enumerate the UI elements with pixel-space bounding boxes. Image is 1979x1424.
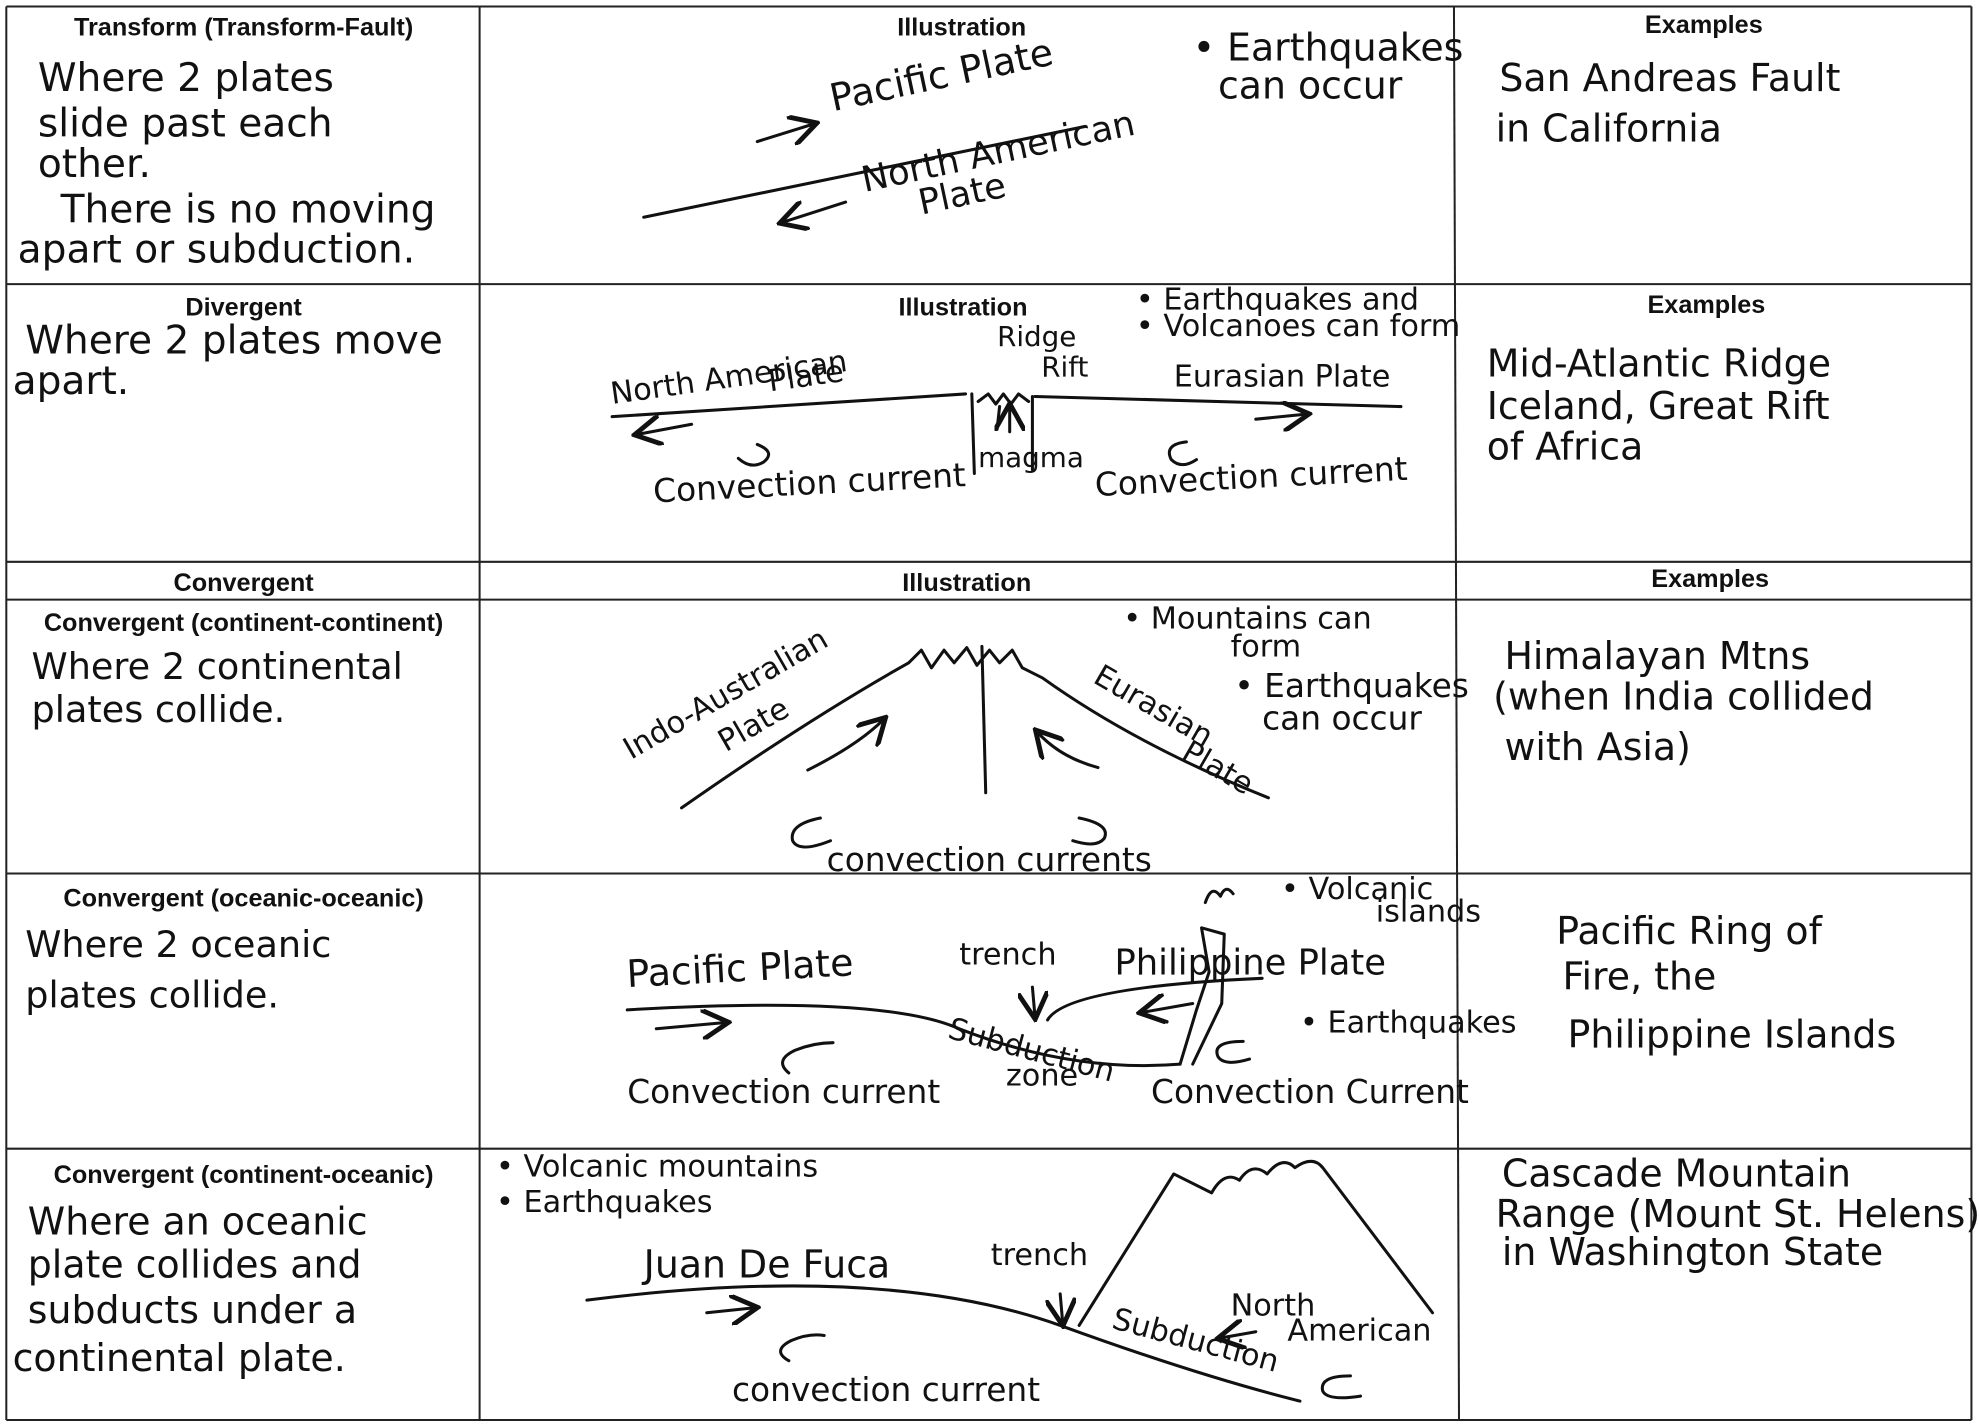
illustration-label: magma bbox=[978, 441, 1084, 474]
description-line: apart or subduction. bbox=[18, 228, 415, 273]
illustration-label: Convection current bbox=[1094, 450, 1409, 504]
illustration-label: • Volcanic bbox=[1281, 872, 1433, 907]
illustration-heading: Illustration bbox=[897, 14, 1026, 42]
description-line: continental plate. bbox=[13, 1336, 346, 1380]
illustration-label: form bbox=[1231, 629, 1302, 664]
illustration-label: Eurasian Plate bbox=[1174, 359, 1391, 394]
description-line: plates collide. bbox=[32, 688, 286, 731]
example-line: Iceland, Great Rift bbox=[1487, 384, 1830, 428]
illustration-label: Rift bbox=[1041, 350, 1088, 383]
illustration-label: Convection current bbox=[652, 456, 967, 510]
illustration-label: can occur bbox=[1218, 64, 1403, 108]
illustration-label: • Earthquakes bbox=[1234, 667, 1469, 705]
illustration-label: trench bbox=[991, 1238, 1088, 1273]
examples-heading: Examples bbox=[1647, 291, 1765, 319]
table-grid bbox=[5, 5, 1973, 1422]
illustration-label: Plate bbox=[1176, 734, 1259, 802]
illustration-label: Convection current bbox=[627, 1073, 940, 1111]
description-line: There is no moving bbox=[60, 187, 436, 232]
illustration-label: islands bbox=[1376, 895, 1481, 930]
example-line: Mid-Atlantic Ridge bbox=[1487, 341, 1831, 385]
description-line: Where 2 plates bbox=[38, 56, 334, 101]
illustration-label: North bbox=[1231, 1288, 1316, 1323]
description-line: Where 2 oceanic bbox=[25, 923, 331, 966]
description-line: subducts under a bbox=[28, 1288, 357, 1332]
illustration-label: convection currents bbox=[827, 841, 1152, 879]
example-line: Cascade Mountain bbox=[1502, 1152, 1851, 1196]
illustration-heading: Illustration bbox=[902, 569, 1031, 597]
example-line: (when India collided bbox=[1493, 674, 1874, 718]
illustration-label: • Volcanic mountains bbox=[496, 1149, 818, 1184]
example-line: Range (Mount St. Helens) bbox=[1496, 1192, 1979, 1236]
illustration-label: can occur bbox=[1262, 700, 1422, 738]
example-line: Philippine Islands bbox=[1568, 1013, 1897, 1057]
example-line: Fire, the bbox=[1563, 955, 1717, 999]
illustration-label: trench bbox=[959, 937, 1056, 972]
illustration-label: convection current bbox=[732, 1371, 1040, 1409]
example-line: in California bbox=[1496, 107, 1722, 151]
example-line: Pacific Ring of bbox=[1556, 909, 1823, 953]
illustration-label: Ridge bbox=[997, 320, 1076, 353]
description-line: slide past each bbox=[38, 101, 333, 146]
examples-heading: Examples bbox=[1651, 565, 1769, 593]
example-line: Himalayan Mtns bbox=[1504, 634, 1810, 678]
illustration-heading: Illustration bbox=[899, 294, 1028, 322]
description-line: plate collides and bbox=[28, 1242, 362, 1286]
description-line: apart. bbox=[13, 359, 130, 404]
example-line: San Andreas Fault bbox=[1499, 56, 1840, 100]
illustration-label: American bbox=[1287, 1314, 1431, 1349]
illustration-label: • Earthquakes and bbox=[1136, 282, 1419, 317]
description-line: Where 2 plates move bbox=[25, 319, 443, 364]
illustration-label: • Volcanoes can form bbox=[1136, 309, 1460, 344]
row-heading: Convergent (continent-continent) bbox=[44, 609, 444, 637]
description-line: Where 2 continental bbox=[32, 645, 403, 688]
illustrations bbox=[585, 124, 1435, 1403]
row-heading: Transform (Transform-Fault) bbox=[74, 14, 413, 42]
illustration-label: • Earthquakes bbox=[496, 1185, 713, 1220]
illustration-label: Juan De Fuca bbox=[642, 1242, 891, 1286]
illustration-label: Pacific Plate bbox=[826, 30, 1057, 120]
examples-heading: Examples bbox=[1645, 11, 1763, 39]
row-heading: Divergent bbox=[185, 294, 302, 322]
description-line: Where an oceanic bbox=[28, 1200, 368, 1244]
description-line: plates collide. bbox=[25, 973, 279, 1016]
example-line: in Washington State bbox=[1502, 1230, 1883, 1274]
example-line: of Africa bbox=[1487, 425, 1644, 469]
example-line: with Asia) bbox=[1504, 725, 1690, 769]
illustration-label: • Earthquakes bbox=[1193, 26, 1464, 70]
section-heading: Convergent bbox=[173, 569, 314, 597]
illustration-label: Philippine Plate bbox=[1114, 943, 1386, 984]
illustration-label: zone bbox=[1006, 1059, 1078, 1094]
description-line: other. bbox=[38, 142, 151, 187]
illustration-label: Convection Current bbox=[1151, 1073, 1469, 1111]
row-heading: Convergent (continent-oceanic) bbox=[54, 1161, 434, 1189]
row-heading: Convergent (oceanic-oceanic) bbox=[63, 884, 423, 912]
illustration-label: • Earthquakes bbox=[1300, 1006, 1517, 1041]
illustration-label: • Mountains can bbox=[1123, 602, 1371, 637]
illustration-label: Pacific Plate bbox=[625, 940, 854, 996]
